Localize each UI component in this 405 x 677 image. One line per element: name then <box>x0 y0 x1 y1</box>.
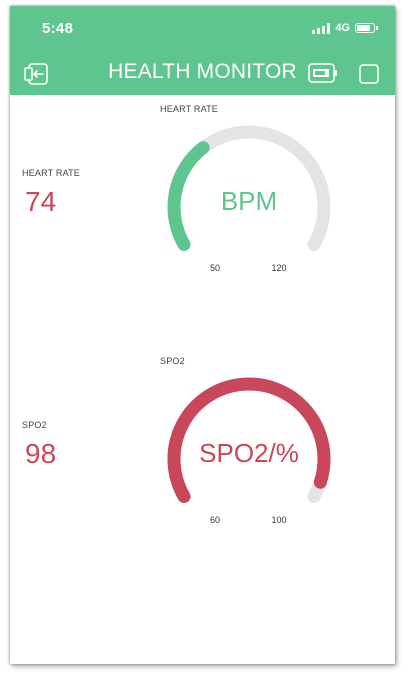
heart-rate-gauge-center-text: BPM <box>221 186 277 216</box>
phone-screen: 5:48 4G HEALTH MONITOR <box>10 6 395 664</box>
battery-icon <box>355 23 378 33</box>
heart-rate-value-label: HEART RATE <box>22 168 81 178</box>
heart-rate-gauge: BPM 50 120 <box>167 125 331 273</box>
app-header: 5:48 4G HEALTH MONITOR <box>10 6 395 95</box>
exit-icon[interactable] <box>24 62 50 86</box>
heart-rate-gauge-max-label: 120 <box>271 263 286 273</box>
status-indicators: 4G <box>312 22 378 34</box>
heart-rate-gauge-min-label: 50 <box>210 263 220 273</box>
signal-icon <box>312 22 331 34</box>
app-title: HEALTH MONITOR <box>108 60 297 83</box>
spo2-value-label: SPO2 <box>22 420 47 430</box>
spo2-value: 98 <box>25 438 57 469</box>
spo2-gauge-label: SPO2 <box>160 356 185 366</box>
heart-rate-value: 74 <box>25 186 57 217</box>
status-time: 5:48 <box>42 20 74 37</box>
device-icon[interactable] <box>308 62 338 84</box>
network-type: 4G <box>335 22 350 34</box>
spo2-gauge-max-label: 100 <box>271 515 286 525</box>
heart-rate-gauge-arc <box>167 141 210 251</box>
spo2-gauge: SPO2/% 60 100 <box>167 377 331 525</box>
spo2-gauge-min-label: 60 <box>210 515 220 525</box>
battery-fill <box>357 25 370 31</box>
spo2-gauge-arc <box>167 377 331 503</box>
square-icon[interactable] <box>359 64 379 84</box>
heart-rate-gauge-label: HEART RATE <box>160 104 219 114</box>
spo2-gauge-center-text: SPO2/% <box>199 438 299 468</box>
